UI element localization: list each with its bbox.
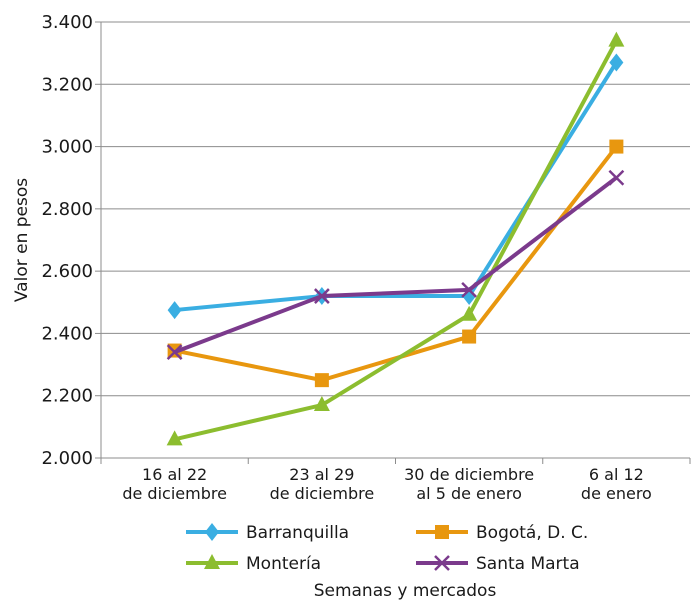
legend-item: Barranquilla (186, 523, 349, 543)
gridlines (101, 21, 690, 397)
x-tick-label: de enero (581, 484, 652, 503)
series-line (174, 39, 619, 442)
series-2 (166, 31, 625, 446)
series-line (173, 176, 618, 354)
square-marker (435, 525, 449, 539)
triangle-marker (204, 554, 220, 569)
x-tick-label: 30 de diciembre (404, 465, 534, 484)
triangle-marker (313, 396, 330, 412)
series-1 (167, 139, 624, 388)
x-marker-stroke (608, 169, 625, 186)
y-tick-label: 2.800 (41, 199, 93, 220)
legend-item: Bogotá, D. C. (416, 523, 588, 543)
square-marker (609, 139, 624, 154)
y-axis-ticks: 2.000 2.200 2.400 2.600 2.800 3.000 3.200 3.400 (41, 12, 101, 469)
series-3 (166, 169, 625, 360)
series-line (174, 61, 619, 313)
x-marker (434, 555, 450, 571)
triangle-marker (461, 305, 478, 321)
x-marker (461, 281, 478, 298)
legend-label: Bogotá, D. C. (476, 523, 588, 543)
series-layer (166, 31, 625, 446)
y-tick-label: 2.400 (41, 323, 93, 344)
y-tick-label: 3.200 (41, 74, 93, 95)
x-tick-label: 23 al 29 (289, 465, 354, 484)
x-marker (608, 169, 625, 186)
square-marker (314, 373, 329, 388)
x-tick-label: de diciembre (122, 484, 227, 503)
x-marker-stroke (166, 344, 183, 360)
triangle-marker (166, 430, 183, 446)
x-marker-stroke (313, 288, 330, 304)
square-marker (462, 329, 477, 344)
legend-label: Santa Marta (476, 554, 580, 574)
legend-item: Santa Marta (416, 554, 580, 574)
legend-label: Barranquilla (246, 523, 349, 543)
diamond-marker (167, 301, 182, 320)
legend-item: Montería (186, 554, 321, 574)
diamond-marker (205, 523, 219, 541)
x-axis-label: Semanas y mercados (314, 581, 497, 601)
y-tick-label: 2.200 (41, 386, 93, 407)
y-tick-label: 2.600 (41, 261, 93, 282)
x-tick-label: al 5 de enero (416, 484, 522, 503)
y-tick-label: 3.400 (41, 12, 93, 33)
diamond-marker (609, 53, 624, 72)
x-marker-stroke (434, 555, 450, 571)
y-axis-label: Valor en pesos (12, 178, 32, 302)
x-tick-label: de diciembre (270, 484, 375, 503)
x-marker (166, 344, 183, 360)
y-tick-label: 2.000 (41, 448, 93, 469)
legend-label: Montería (246, 554, 321, 574)
triangle-marker (608, 31, 625, 47)
x-marker (313, 288, 330, 304)
x-marker-stroke (461, 281, 478, 298)
series-line (174, 145, 618, 383)
y-tick-label: 3.000 (41, 137, 93, 158)
x-tick-label: 6 al 12 (589, 465, 644, 484)
x-tick-label: 16 al 22 (142, 465, 207, 484)
series-0 (167, 53, 624, 320)
legend: Barranquilla Bogotá, D. C. Montería Santa M… (186, 523, 588, 574)
